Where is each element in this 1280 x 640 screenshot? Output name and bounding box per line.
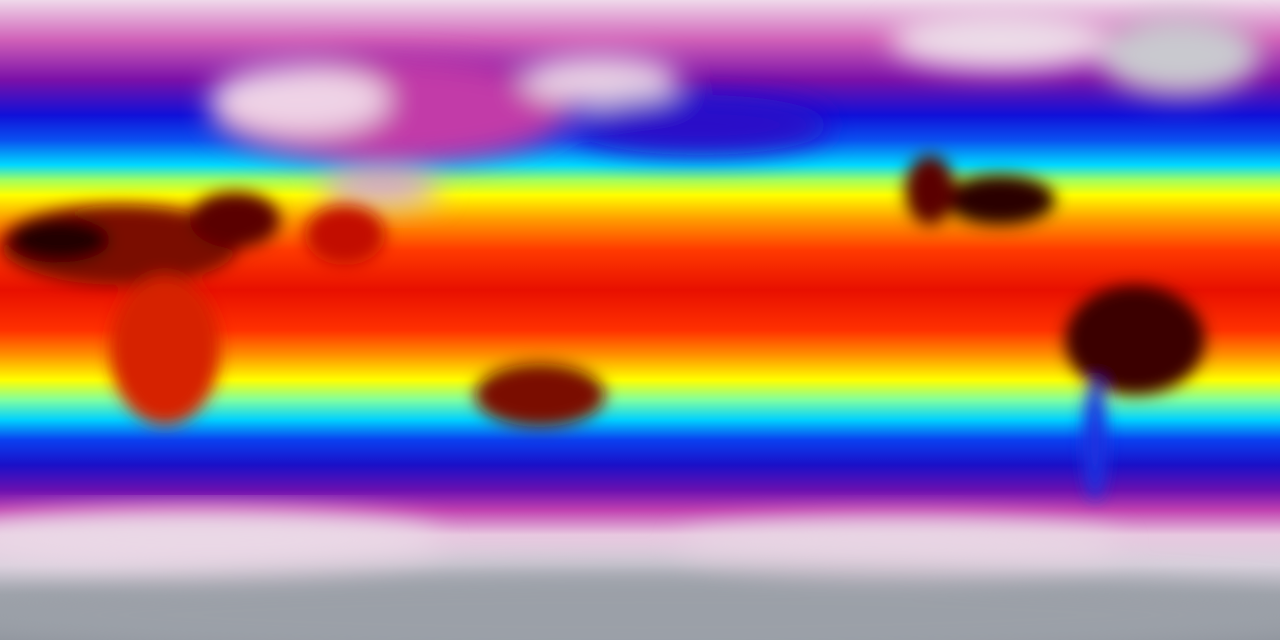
south-america-hot bbox=[1065, 285, 1205, 395]
southern-ocean-white-2 bbox=[680, 520, 1120, 570]
andes-cold bbox=[1083, 380, 1107, 500]
india-hot bbox=[305, 205, 385, 265]
mexico-hot bbox=[945, 175, 1055, 225]
antarctica bbox=[0, 570, 1280, 640]
mexico-west bbox=[905, 155, 955, 225]
southern-ocean-white bbox=[0, 510, 440, 570]
north-pacific-blue bbox=[570, 95, 830, 155]
tibet-white bbox=[320, 172, 440, 208]
arctic-canada bbox=[890, 10, 1110, 70]
australia-hot bbox=[475, 363, 605, 427]
siberia-white bbox=[210, 65, 390, 135]
arabia-hot bbox=[190, 192, 280, 248]
sahara-core bbox=[10, 218, 110, 262]
east-siberia bbox=[520, 55, 680, 105]
greenland bbox=[1100, 15, 1260, 95]
africa-south bbox=[110, 275, 220, 425]
